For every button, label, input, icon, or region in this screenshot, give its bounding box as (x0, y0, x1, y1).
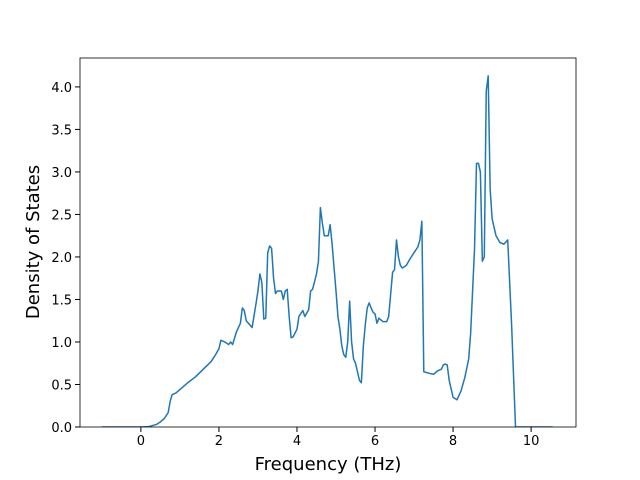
line (101, 75, 553, 427)
y-axis-label: Density of States (23, 165, 44, 319)
y-tick-label: 2.5 (51, 208, 72, 223)
y-tick-label: 1.5 (51, 293, 72, 308)
x-tick-label: 0 (137, 434, 145, 449)
x-tick-label: 4 (293, 434, 301, 449)
y-tick-label: 2.0 (51, 251, 72, 266)
y-tick-label: 3.5 (51, 123, 72, 138)
x-tick-label: 2 (215, 434, 223, 449)
y-tick-label: 4.0 (51, 81, 72, 96)
y-tick-label: 0.0 (51, 421, 72, 436)
x-tick-label: 8 (449, 434, 457, 449)
plot-frame (79, 57, 577, 428)
x-tick-label: 6 (371, 434, 379, 449)
x-axis-label: Frequency (THz) (255, 454, 402, 475)
y-tick-label: 0.5 (51, 378, 72, 393)
x-tick-label: 10 (523, 434, 540, 449)
y-tick-label: 3.0 (51, 166, 72, 181)
y-tick-label: 1.0 (51, 336, 72, 351)
